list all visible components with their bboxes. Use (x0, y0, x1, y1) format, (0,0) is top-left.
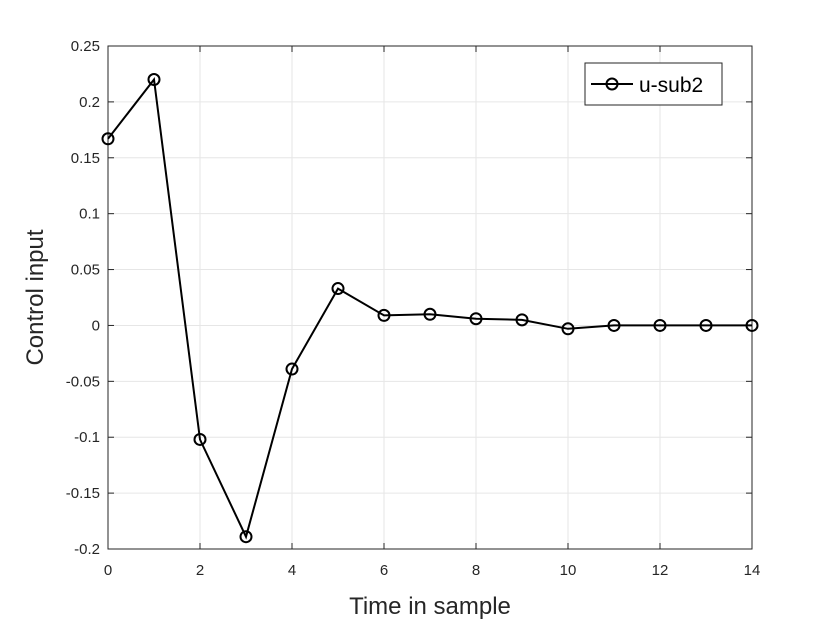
x-tick-label: 8 (472, 562, 480, 579)
series-line (107, 76, 752, 540)
data-point (745, 318, 759, 332)
y-tick-label: 0.1 (79, 206, 100, 223)
data-point (699, 318, 713, 332)
y-axis-label: Control input (22, 229, 49, 365)
y-tick-label: -0.05 (66, 373, 100, 390)
data-point (607, 318, 621, 332)
x-tick-label: 0 (104, 562, 112, 579)
x-tick-label: 10 (560, 562, 577, 579)
legend-label: u-sub2 (639, 74, 703, 97)
y-tick-label: 0.05 (71, 262, 100, 279)
plot-frame (107, 45, 753, 550)
x-tick-label: 4 (288, 562, 296, 579)
y-tick-label: 0.2 (79, 94, 100, 111)
x-tick-label: 12 (652, 562, 669, 579)
legend: u-sub2 (584, 62, 723, 106)
y-tick-label: -0.2 (74, 541, 100, 558)
data-point (285, 362, 299, 376)
x-axis-label: Time in sample (349, 593, 511, 620)
y-tick-label: 0 (92, 317, 100, 334)
data-point (193, 432, 207, 446)
grid (107, 45, 753, 550)
data-point (423, 307, 437, 321)
axis-ticks: 0 2 4 6 8 10 12 14 -0.2 -0.15 -0.1 -0.05 0 0.05 0.1 0.1… (66, 38, 761, 579)
data-point (561, 322, 575, 336)
y-tick-label: 0.25 (71, 38, 100, 55)
data-point (653, 318, 667, 332)
y-tick-label: 0.15 (71, 150, 100, 167)
data-point (331, 282, 345, 296)
data-point (147, 73, 161, 87)
x-tick-label: 6 (380, 562, 388, 579)
data-point (101, 132, 115, 146)
series-layer (101, 73, 759, 544)
data-point (469, 312, 483, 326)
legend-marker-sample (605, 77, 619, 91)
y-tick-label: -0.1 (74, 429, 100, 446)
x-tick-label: 14 (744, 562, 761, 579)
data-point (239, 530, 253, 544)
x-tick-label: 2 (196, 562, 204, 579)
data-point (515, 313, 529, 327)
data-point (377, 308, 391, 322)
y-tick-label: -0.15 (66, 485, 100, 502)
